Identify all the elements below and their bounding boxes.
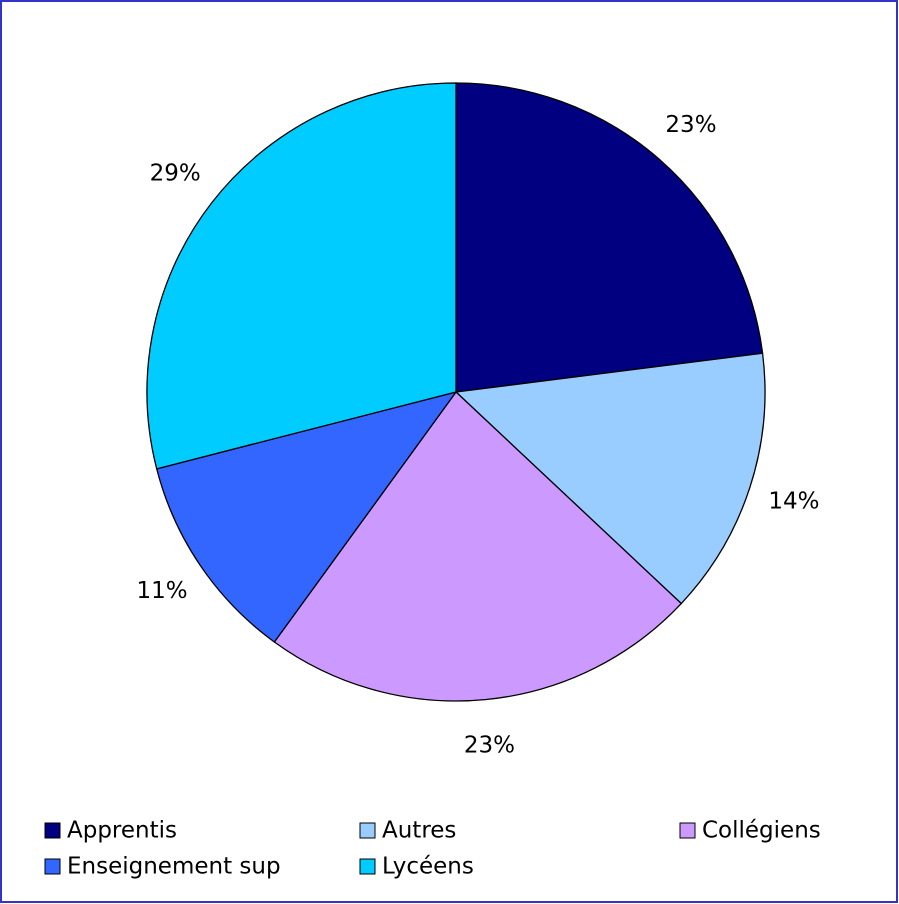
legend-swatch [359, 858, 376, 875]
legend-label: Autres [382, 818, 456, 844]
data-label: 14% [768, 488, 819, 514]
legend-swatch [679, 822, 696, 839]
pie-slice [146, 82, 457, 470]
pie-slice [155, 390, 458, 643]
data-label: 11% [137, 578, 188, 604]
pie-slice [455, 82, 764, 393]
legend-label: Collégiens [702, 818, 821, 844]
pie-slice [273, 391, 683, 702]
data-label: 29% [150, 161, 201, 187]
legend-swatch [44, 822, 61, 839]
legend-swatch [359, 822, 376, 839]
data-label: 23% [665, 112, 716, 138]
legend-label: Lycéens [382, 854, 474, 880]
pie-slice [454, 352, 766, 605]
data-label: 23% [464, 732, 515, 758]
legend-label: Enseignement sup [67, 854, 281, 880]
legend-swatch [44, 858, 61, 875]
legend-label: Apprentis [67, 818, 177, 844]
